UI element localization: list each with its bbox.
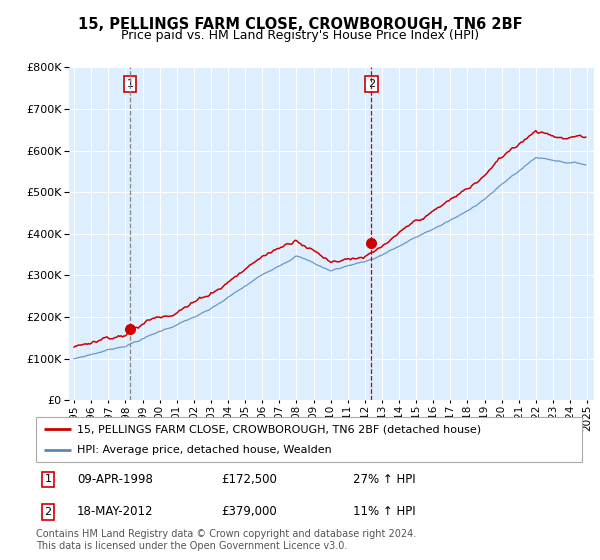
Text: 18-MAY-2012: 18-MAY-2012: [77, 505, 154, 519]
Text: 09-APR-1998: 09-APR-1998: [77, 473, 153, 486]
FancyBboxPatch shape: [36, 417, 582, 462]
Text: 1: 1: [44, 474, 52, 484]
Text: 2: 2: [44, 507, 52, 517]
Text: Contains HM Land Registry data © Crown copyright and database right 2024.
This d: Contains HM Land Registry data © Crown c…: [36, 529, 416, 551]
Text: £379,000: £379,000: [221, 505, 277, 519]
Text: Price paid vs. HM Land Registry's House Price Index (HPI): Price paid vs. HM Land Registry's House …: [121, 29, 479, 42]
Text: 27% ↑ HPI: 27% ↑ HPI: [353, 473, 415, 486]
Text: £172,500: £172,500: [221, 473, 278, 486]
Text: 11% ↑ HPI: 11% ↑ HPI: [353, 505, 415, 519]
Text: HPI: Average price, detached house, Wealden: HPI: Average price, detached house, Weal…: [77, 445, 332, 455]
Text: 1: 1: [127, 79, 134, 89]
Text: 2: 2: [368, 79, 375, 89]
Text: 15, PELLINGS FARM CLOSE, CROWBOROUGH, TN6 2BF: 15, PELLINGS FARM CLOSE, CROWBOROUGH, TN…: [77, 17, 523, 32]
Text: 15, PELLINGS FARM CLOSE, CROWBOROUGH, TN6 2BF (detached house): 15, PELLINGS FARM CLOSE, CROWBOROUGH, TN…: [77, 424, 481, 435]
